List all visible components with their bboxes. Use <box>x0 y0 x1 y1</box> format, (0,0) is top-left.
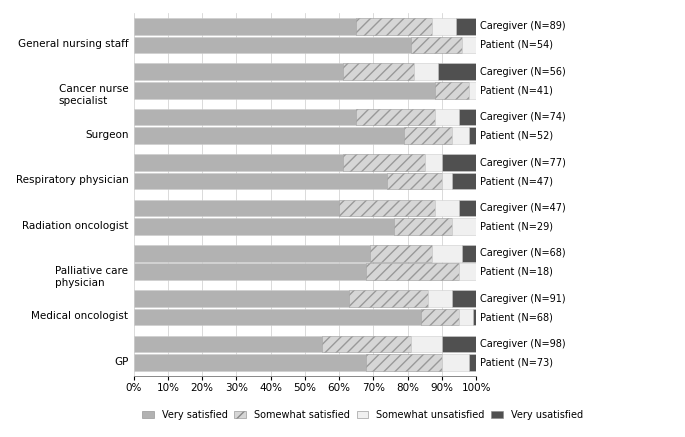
Text: Caregiver (N=74): Caregiver (N=74) <box>479 112 565 122</box>
Text: Surgeon: Surgeon <box>85 130 129 140</box>
Text: Patient (N=47): Patient (N=47) <box>479 176 553 186</box>
Bar <box>134 200 339 216</box>
Text: Caregiver (N=77): Caregiver (N=77) <box>479 157 565 167</box>
Bar <box>459 264 476 280</box>
Bar <box>469 82 476 99</box>
Bar <box>438 63 476 80</box>
Bar <box>442 354 469 371</box>
Bar <box>134 127 404 144</box>
Bar <box>134 245 370 262</box>
Bar <box>459 309 473 326</box>
Bar <box>425 154 442 171</box>
Bar <box>462 37 476 53</box>
Bar <box>411 336 442 352</box>
Bar <box>459 109 476 125</box>
Text: Patient (N=73): Patient (N=73) <box>479 357 553 368</box>
Text: Patient (N=41): Patient (N=41) <box>479 85 552 95</box>
Bar <box>442 154 476 171</box>
Bar <box>404 127 452 144</box>
Bar <box>134 309 421 326</box>
Bar <box>394 218 452 235</box>
Bar <box>421 309 459 326</box>
Text: Respiratory physician: Respiratory physician <box>16 175 129 185</box>
Bar <box>452 127 469 144</box>
Bar <box>134 218 394 235</box>
Bar <box>134 82 435 99</box>
Bar <box>322 336 411 352</box>
Bar <box>452 290 476 307</box>
Bar <box>349 290 428 307</box>
Bar <box>356 109 435 125</box>
Bar <box>134 37 411 53</box>
Bar <box>134 354 366 371</box>
Bar <box>356 18 432 35</box>
Bar <box>370 245 432 262</box>
Bar <box>342 154 425 171</box>
Text: Radiation oncologist: Radiation oncologist <box>22 221 129 231</box>
Bar <box>339 200 435 216</box>
Text: Caregiver (N=47): Caregiver (N=47) <box>479 203 565 213</box>
Text: Caregiver (N=68): Caregiver (N=68) <box>479 248 565 258</box>
Bar <box>452 173 476 189</box>
Bar <box>134 290 349 307</box>
Bar <box>459 200 476 216</box>
Text: Caregiver (N=89): Caregiver (N=89) <box>479 21 565 31</box>
Bar <box>435 200 459 216</box>
Bar <box>387 173 442 189</box>
Legend: Very satisfied, Somewhat satisfied, Somewhat unsatisfied, Very usatisfied: Very satisfied, Somewhat satisfied, Some… <box>138 406 586 424</box>
Bar <box>414 63 438 80</box>
Text: Caregiver (N=91): Caregiver (N=91) <box>479 294 565 304</box>
Text: Patient (N=18): Patient (N=18) <box>479 267 552 277</box>
Bar <box>134 109 356 125</box>
Text: Caregiver (N=56): Caregiver (N=56) <box>479 67 565 77</box>
Text: General nursing staff: General nursing staff <box>18 39 129 49</box>
Bar <box>134 264 366 280</box>
Bar <box>366 264 459 280</box>
Bar <box>134 173 387 189</box>
Text: Caregiver (N=98): Caregiver (N=98) <box>479 339 565 349</box>
Bar <box>456 18 476 35</box>
Text: Patient (N=68): Patient (N=68) <box>479 312 552 322</box>
Bar <box>134 154 342 171</box>
Bar <box>134 336 322 352</box>
Bar <box>134 18 356 35</box>
Bar <box>432 245 462 262</box>
Bar <box>432 18 456 35</box>
Bar <box>452 218 476 235</box>
Bar <box>134 63 342 80</box>
Text: Palliative care
physician: Palliative care physician <box>55 266 129 288</box>
Text: Patient (N=52): Patient (N=52) <box>479 131 553 141</box>
Bar <box>462 245 476 262</box>
Text: GP: GP <box>114 357 129 367</box>
Bar <box>366 354 442 371</box>
Bar <box>435 82 469 99</box>
Text: Patient (N=54): Patient (N=54) <box>479 40 553 50</box>
Bar <box>469 354 476 371</box>
Text: Medical oncologist: Medical oncologist <box>32 311 129 321</box>
Bar <box>342 63 414 80</box>
Bar <box>411 37 462 53</box>
Bar <box>442 336 476 352</box>
Bar <box>469 127 476 144</box>
Bar <box>428 290 452 307</box>
Bar <box>435 109 459 125</box>
Text: Cancer nurse
specialist: Cancer nurse specialist <box>59 84 129 106</box>
Text: Patient (N=29): Patient (N=29) <box>479 222 553 232</box>
Bar <box>442 173 452 189</box>
Bar <box>473 309 476 326</box>
